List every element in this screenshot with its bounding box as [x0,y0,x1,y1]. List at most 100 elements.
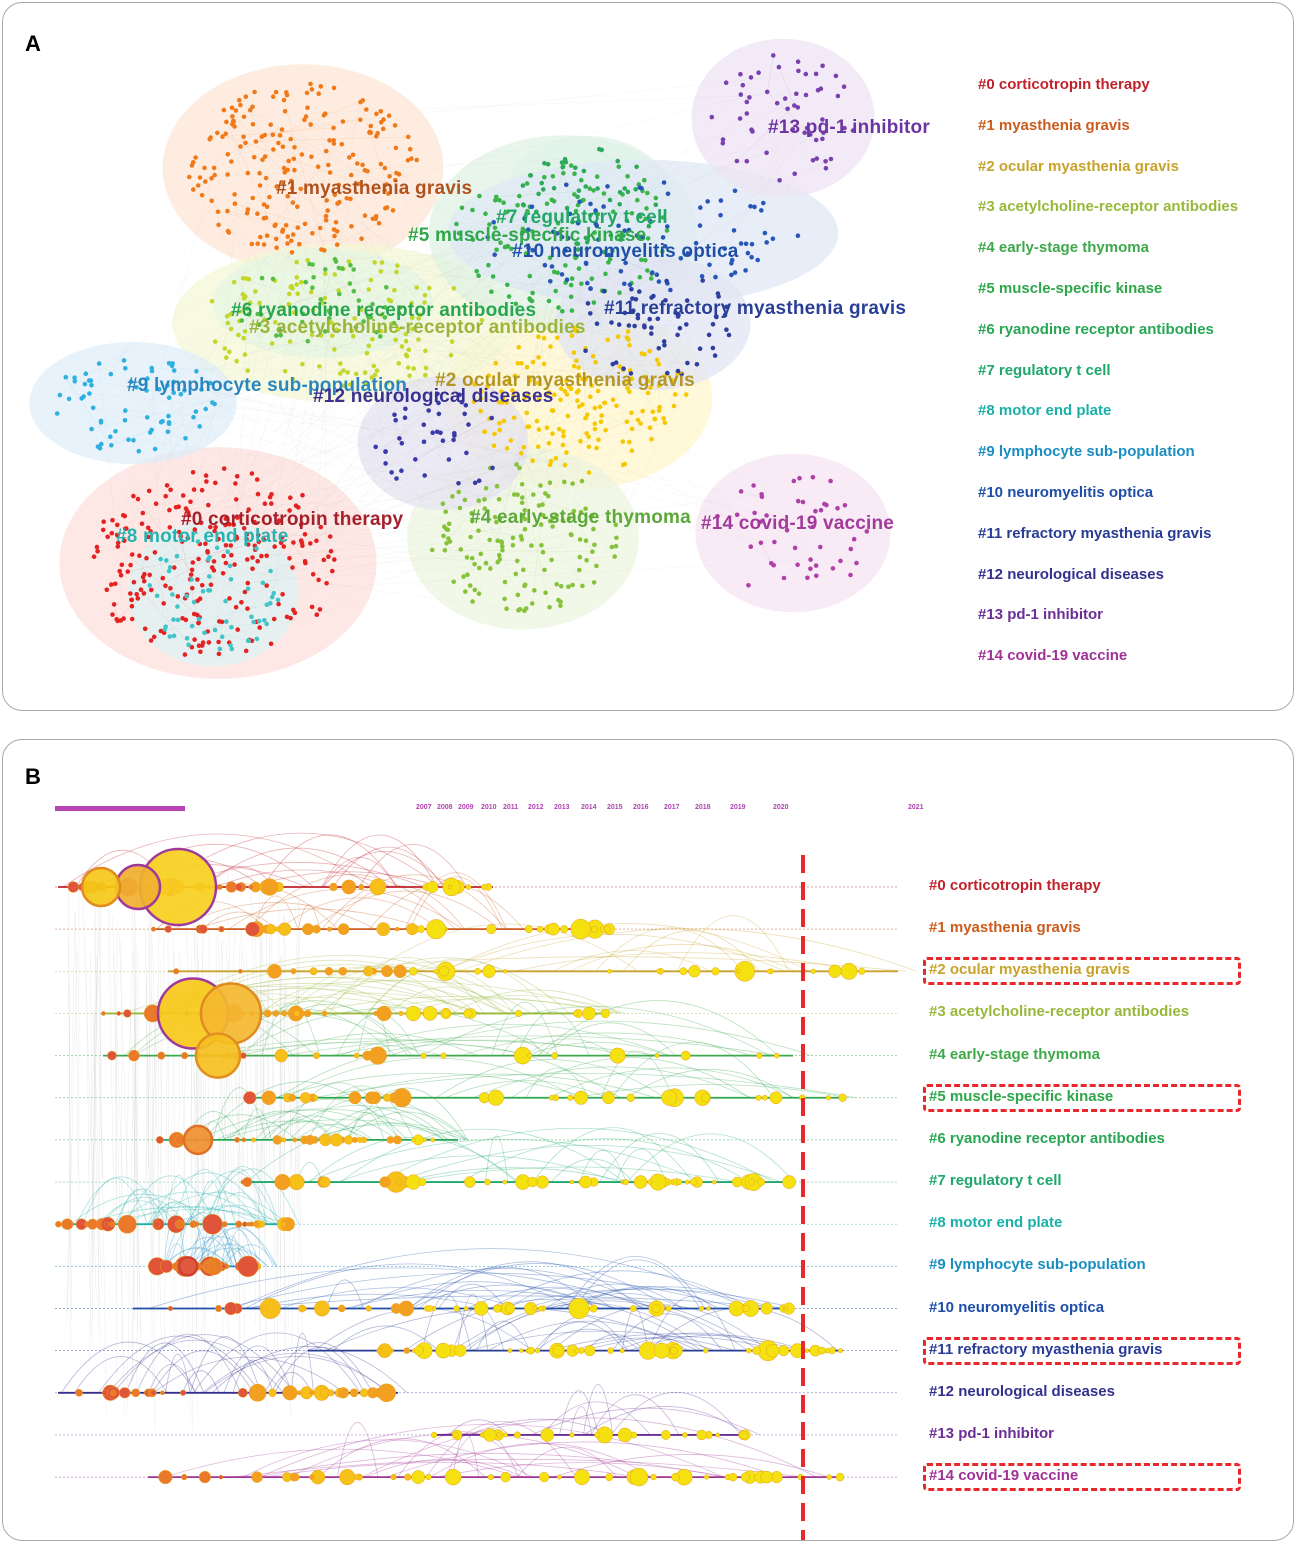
network-node [139,521,145,526]
network-node [289,283,294,289]
timeline-node [540,1428,555,1442]
timeline-node [288,1093,297,1102]
network-node [240,275,246,281]
network-node [287,339,293,344]
network-node [278,332,284,338]
network-node [228,643,233,648]
network-node [396,361,402,366]
network-node [294,259,299,265]
network-node [223,543,229,548]
timeline-node [405,1005,422,1022]
network-node [672,392,678,397]
timeline-cluster-label: #7 regulatory t cell [929,1172,1062,1190]
network-node [591,580,597,585]
network-node [446,521,452,527]
timeline-node [327,1389,335,1397]
network-node [649,325,654,331]
legend-item: #0 corticotropin therapy [978,76,1150,93]
network-node [762,230,768,236]
timeline-node [267,963,282,979]
legend-item: #5 muscle-specific kinase [978,280,1163,297]
network-node [546,440,552,446]
network-node [572,192,577,197]
year-label: 2014 [581,804,597,811]
network-node [309,154,314,160]
timeline-cluster-label: #13 pd-1 inhibitor [929,1424,1055,1442]
network-node [358,99,363,105]
network-node [820,136,825,142]
network-node [358,117,363,123]
network-node [797,475,802,481]
timeline-node [150,926,157,932]
network-node [191,599,197,605]
network-node [629,376,635,382]
timeline-node [435,1342,452,1359]
network-node [348,196,353,202]
network-node [258,234,263,240]
network-node [795,105,801,110]
network-node [519,361,524,366]
network-node [517,193,522,199]
network-node [426,408,432,413]
network-node [618,269,624,274]
network-node [483,486,489,491]
timeline-node [715,1432,720,1438]
network-node [277,328,283,334]
timeline-node [215,1304,223,1313]
network-node [221,107,227,113]
timeline-node [825,1095,831,1101]
network-node [496,497,502,502]
legend-item: #8 motor end plate [978,402,1112,420]
network-node [650,270,655,275]
network-node [167,525,173,530]
network-node [378,334,383,339]
network-node [576,266,582,271]
network-node [628,371,634,376]
network-node [589,383,594,388]
network-node [504,606,509,611]
timeline-node [261,878,279,896]
timeline-node [116,1011,122,1016]
network-node [359,236,364,241]
timeline-node [665,1305,672,1312]
year-label: 2012 [528,804,544,811]
network-node [752,510,757,516]
network-node [409,156,414,161]
network-node [245,207,251,212]
timeline-node [633,1175,648,1189]
network-node [370,216,376,222]
network-node [476,591,482,596]
network-node [710,322,716,327]
network-node [382,315,388,320]
network-node [295,204,300,209]
network-node [835,506,840,511]
network-node [298,522,304,527]
network-node [764,240,769,245]
network-node [566,384,572,389]
network-node [129,552,135,557]
network-node [261,202,267,207]
network-node [310,285,315,291]
network-node [622,461,628,467]
network-node [138,587,144,592]
network-node [510,388,515,393]
network-node [217,619,222,624]
network-node [570,582,575,588]
network-node [206,588,211,593]
network-node [82,381,88,387]
network-node [842,503,848,508]
timeline-node [810,968,817,974]
network-node [148,529,153,534]
network-node [624,335,630,340]
network-node [268,122,274,127]
timeline-node [818,1346,826,1355]
network-node [755,257,760,263]
timeline-cluster-label: #2 ocular myasthenia gravis [929,961,1130,979]
network-node [581,168,587,174]
network-node [245,368,251,373]
timeline-node [426,1305,434,1312]
timeline-node [496,1432,502,1438]
network-node [749,241,755,247]
network-node [810,524,816,530]
timeline-node [760,1302,773,1315]
